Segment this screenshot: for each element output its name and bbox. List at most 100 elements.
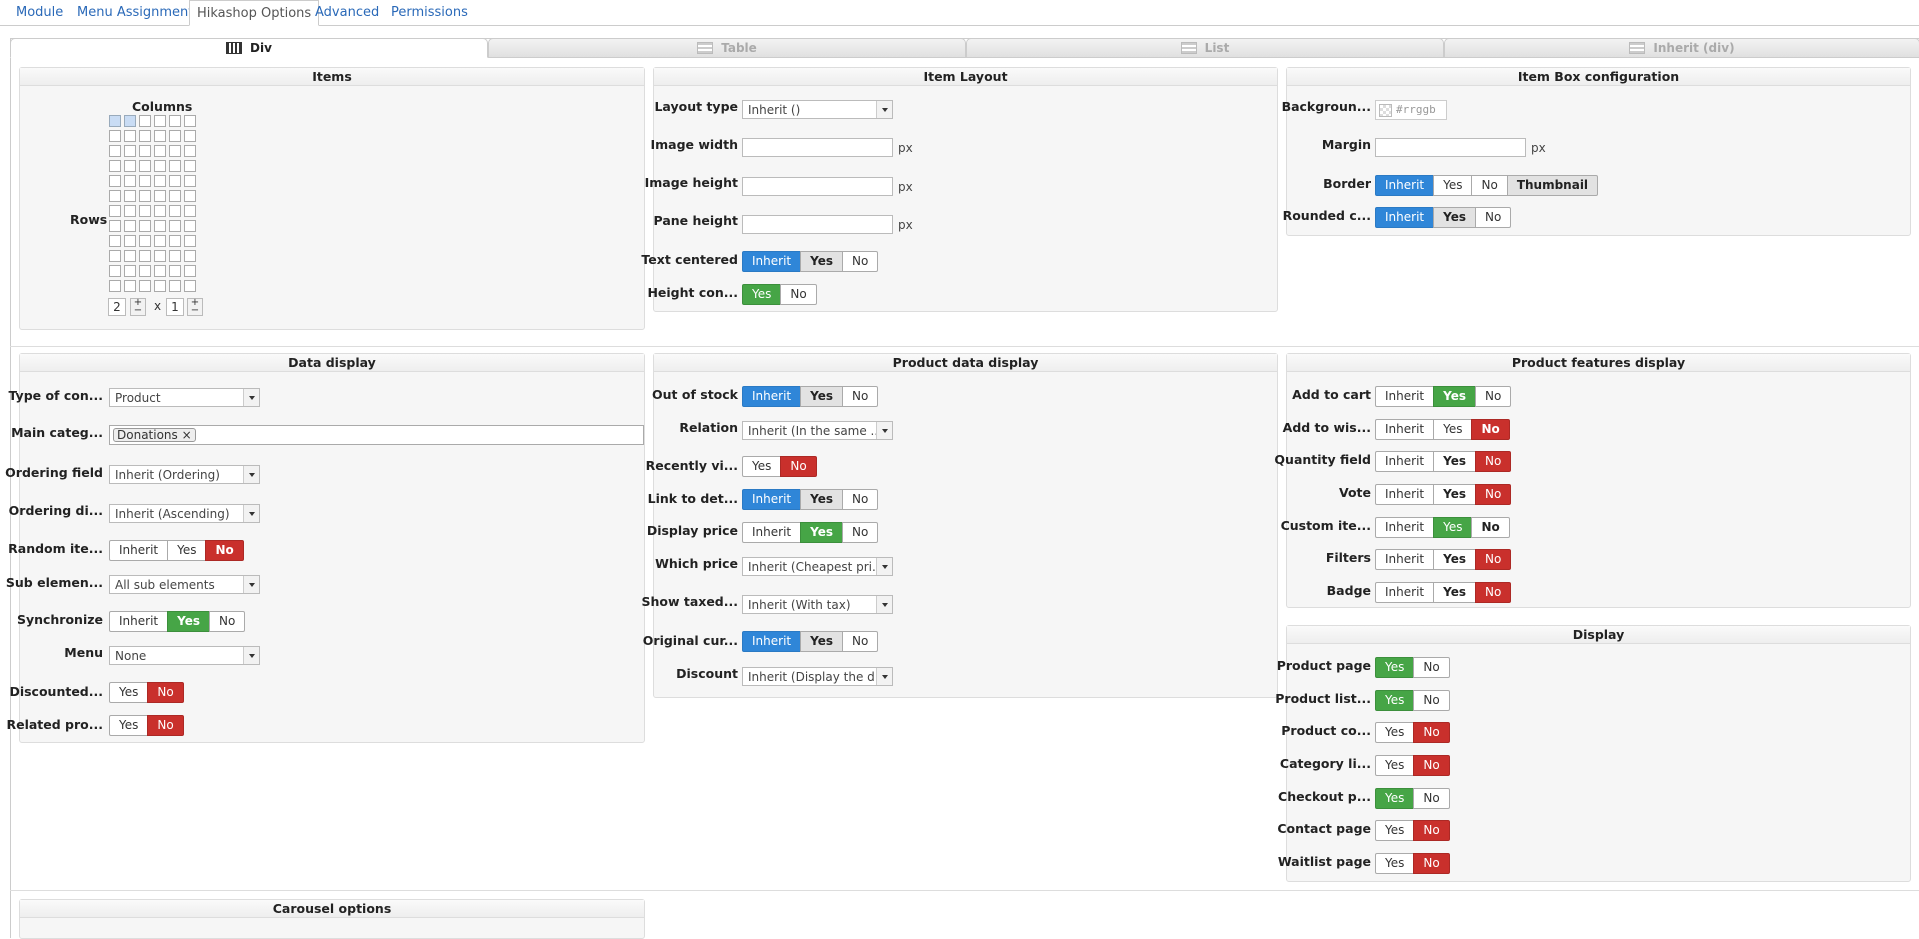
which-price-select[interactable]: Inherit (Cheapest pri... xyxy=(742,557,893,576)
grid-cell[interactable] xyxy=(154,205,166,217)
menu-select[interactable]: None xyxy=(109,646,260,665)
grid-cell[interactable] xyxy=(124,115,136,127)
tab-menu-assignment[interactable]: Menu Assignment xyxy=(77,5,194,20)
no-button[interactable]: No xyxy=(841,251,879,272)
grid-cell[interactable] xyxy=(169,265,181,277)
grid-cell[interactable] xyxy=(124,190,136,202)
grid-cell[interactable] xyxy=(154,115,166,127)
yes-button[interactable]: Yes xyxy=(800,386,843,407)
yes-button[interactable]: Yes xyxy=(1375,853,1415,874)
inherit-button[interactable]: Inherit xyxy=(742,489,802,510)
grid-cell[interactable] xyxy=(184,160,196,172)
no-button[interactable]: No xyxy=(780,284,817,305)
rows-columns-grid[interactable] xyxy=(109,115,196,292)
grid-cell[interactable] xyxy=(139,220,151,232)
grid-cell[interactable] xyxy=(154,130,166,142)
no-button[interactable]: No xyxy=(841,489,879,510)
yes-button[interactable]: Yes xyxy=(1375,690,1415,711)
yes-button[interactable]: Yes xyxy=(800,489,843,510)
show-taxed-select[interactable]: Inherit (With tax) xyxy=(742,595,893,614)
no-button[interactable]: No xyxy=(780,456,817,477)
no-button[interactable]: No xyxy=(1413,722,1450,743)
no-button[interactable]: No xyxy=(147,682,184,703)
grid-cell[interactable] xyxy=(124,220,136,232)
yes-button[interactable]: Yes xyxy=(742,284,782,305)
grid-cell[interactable] xyxy=(184,280,196,292)
grid-cell[interactable] xyxy=(109,175,121,187)
no-button[interactable]: No xyxy=(1474,386,1512,407)
no-button[interactable]: No xyxy=(1474,451,1512,472)
grid-cell[interactable] xyxy=(169,160,181,172)
no-button[interactable]: No xyxy=(841,631,879,652)
grid-cell[interactable] xyxy=(169,220,181,232)
grid-cell[interactable] xyxy=(139,175,151,187)
yes-button[interactable]: Yes xyxy=(1375,820,1415,841)
yes-button[interactable]: Yes xyxy=(742,456,782,477)
grid-cell[interactable] xyxy=(109,280,121,292)
grid-cell[interactable] xyxy=(109,250,121,262)
grid-cell[interactable] xyxy=(139,190,151,202)
yes-button[interactable]: Yes xyxy=(1433,517,1473,538)
margin-input[interactable] xyxy=(1375,138,1526,157)
grid-cell[interactable] xyxy=(124,160,136,172)
remove-tag-icon[interactable]: × xyxy=(181,428,192,442)
tab-module[interactable]: Module xyxy=(16,5,64,20)
no-button[interactable]: No xyxy=(1471,517,1510,538)
grid-cell[interactable] xyxy=(184,115,196,127)
inherit-button[interactable]: Inherit xyxy=(742,631,802,652)
relation-select[interactable]: Inherit (In the same ... xyxy=(742,421,893,440)
yes-button[interactable]: Yes xyxy=(1375,788,1415,809)
cols-count[interactable]: 1 xyxy=(166,298,184,316)
no-button[interactable]: No xyxy=(205,540,244,561)
yes-button[interactable]: Yes xyxy=(800,522,843,543)
yes-button[interactable]: Yes xyxy=(800,631,843,652)
inherit-button[interactable]: Inherit xyxy=(1375,451,1435,472)
no-button[interactable]: No xyxy=(208,611,246,632)
inherit-button[interactable]: Inherit xyxy=(742,251,802,272)
yes-button[interactable]: Yes xyxy=(1433,549,1476,570)
inherit-button[interactable]: Inherit xyxy=(742,522,802,543)
inherit-button[interactable]: Inherit xyxy=(1375,175,1435,196)
image-height-input[interactable] xyxy=(742,177,893,196)
grid-cell[interactable] xyxy=(109,190,121,202)
grid-cell[interactable] xyxy=(169,115,181,127)
discount-select[interactable]: Inherit (Display the d... xyxy=(742,667,893,686)
yes-button[interactable]: Yes xyxy=(1375,657,1415,678)
grid-cell[interactable] xyxy=(109,220,121,232)
no-button[interactable]: No xyxy=(1474,582,1512,603)
grid-cell[interactable] xyxy=(109,205,121,217)
yes-button[interactable]: Yes xyxy=(1433,207,1476,228)
main-category-input[interactable]: Donations × xyxy=(109,425,644,445)
grid-cell[interactable] xyxy=(184,265,196,277)
no-button[interactable]: No xyxy=(1474,549,1512,570)
grid-cell[interactable] xyxy=(124,130,136,142)
grid-cell[interactable] xyxy=(184,220,196,232)
yes-button[interactable]: Yes xyxy=(800,251,843,272)
yes-button[interactable]: Yes xyxy=(109,682,149,703)
yes-button[interactable]: Yes xyxy=(1433,386,1476,407)
type-select[interactable]: Product xyxy=(109,388,260,407)
grid-cell[interactable] xyxy=(169,280,181,292)
inherit-button[interactable]: Inherit xyxy=(1375,207,1435,228)
yes-button[interactable]: Yes xyxy=(1433,419,1473,440)
subtab-list[interactable]: List xyxy=(966,38,1444,58)
no-button[interactable]: No xyxy=(1474,484,1512,505)
grid-cell[interactable] xyxy=(109,115,121,127)
inherit-button[interactable]: Inherit xyxy=(1375,517,1435,538)
inherit-button[interactable]: Inherit xyxy=(1375,549,1435,570)
inherit-button[interactable]: Inherit xyxy=(1375,419,1435,440)
grid-cell[interactable] xyxy=(154,280,166,292)
grid-cell[interactable] xyxy=(139,205,151,217)
grid-cell[interactable] xyxy=(139,160,151,172)
no-button[interactable]: No xyxy=(1471,175,1508,196)
grid-cell[interactable] xyxy=(139,145,151,157)
yes-button[interactable]: Yes xyxy=(167,540,207,561)
cols-stepper[interactable]: + − xyxy=(187,298,203,316)
grid-cell[interactable] xyxy=(139,250,151,262)
grid-cell[interactable] xyxy=(124,175,136,187)
tab-permissions[interactable]: Permissions xyxy=(391,5,468,20)
ordering-dir-select[interactable]: Inherit (Ascending) xyxy=(109,504,260,523)
layout-type-select[interactable]: Inherit () xyxy=(742,100,893,119)
grid-cell[interactable] xyxy=(139,265,151,277)
grid-cell[interactable] xyxy=(184,190,196,202)
